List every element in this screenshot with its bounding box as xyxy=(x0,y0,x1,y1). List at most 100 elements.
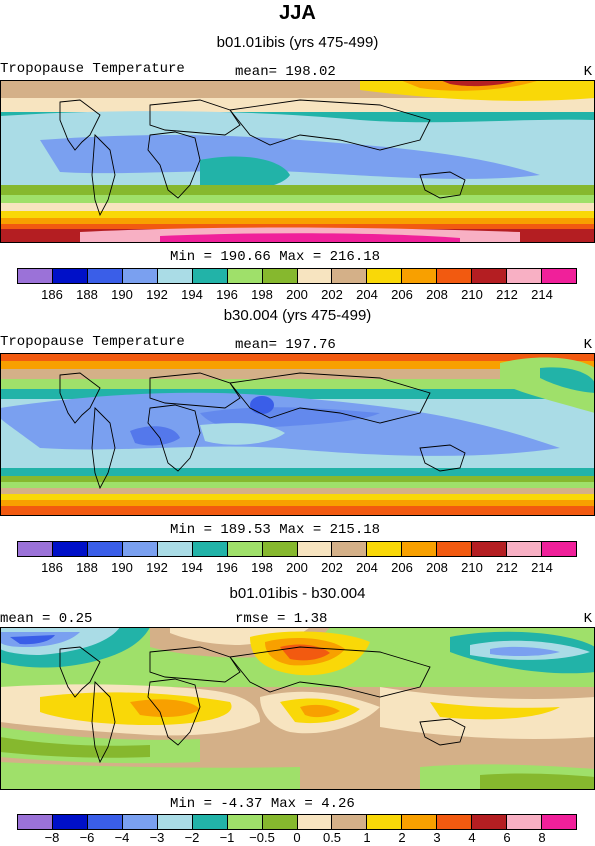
panel-3-map xyxy=(0,627,595,790)
panel-1-map xyxy=(0,80,595,243)
colorbar-tick-label: 188 xyxy=(76,560,98,575)
colorbar-swatch xyxy=(52,542,88,556)
colorbar-swatch xyxy=(87,815,123,829)
colorbar-swatch xyxy=(18,269,53,283)
colorbar-swatch xyxy=(157,269,193,283)
panel-1-minmax: Min = 190.66 Max = 216.18 xyxy=(170,249,381,265)
colorbar-tick-label: 188 xyxy=(76,287,98,302)
colorbar-tick-label: 2 xyxy=(398,830,406,845)
colorbar-tick-label: 208 xyxy=(426,287,448,302)
panel-1-colorbar-labels: 186 188 190 192 194 196 198 200 202 204 206 208 210 2… xyxy=(0,287,595,303)
colorbar-swatch xyxy=(507,542,543,556)
colorbar-swatch xyxy=(472,542,508,556)
colorbar-swatch xyxy=(52,269,88,283)
colorbar-tick-label: 186 xyxy=(41,560,63,575)
colorbar-swatch xyxy=(192,542,228,556)
colorbar-swatch xyxy=(437,269,473,283)
colorbar-tick-label: 186 xyxy=(41,287,63,302)
panel-2-field-label: Tropopause Temperature xyxy=(0,334,185,350)
colorbar-tick-label: 210 xyxy=(461,560,483,575)
colorbar-tick-label: 3 xyxy=(433,830,441,845)
colorbar-swatch xyxy=(262,269,298,283)
colorbar-swatch xyxy=(157,815,193,829)
colorbar-swatch xyxy=(402,815,438,829)
colorbar-swatch xyxy=(227,269,263,283)
colorbar-tick-label: 214 xyxy=(531,287,553,302)
colorbar-tick-label: −1 xyxy=(219,830,235,845)
colorbar-swatch xyxy=(52,815,88,829)
colorbar-tick-label: 6 xyxy=(503,830,511,845)
panel-3-mean-label: mean = 0.25 xyxy=(0,611,93,627)
panel-3-minmax: Min = -4.37 Max = 4.26 xyxy=(170,796,355,812)
colorbar-swatch xyxy=(472,269,508,283)
colorbar-swatch xyxy=(332,815,368,829)
panel-3-rmse-label: rmse = 1.38 xyxy=(235,611,328,627)
colorbar-tick-label: 204 xyxy=(356,287,378,302)
colorbar-tick-label: 208 xyxy=(426,560,448,575)
colorbar-swatch xyxy=(437,542,473,556)
colorbar-tick-label: 202 xyxy=(321,560,343,575)
colorbar-tick-label: 198 xyxy=(251,560,273,575)
colorbar-swatch xyxy=(18,815,53,829)
colorbar-tick-label: 1 xyxy=(363,830,371,845)
colorbar-tick-label: 214 xyxy=(531,560,553,575)
colorbar-swatch xyxy=(402,542,438,556)
colorbar-swatch xyxy=(18,542,53,556)
panel-2-units-label: K xyxy=(583,337,592,353)
colorbar-swatch xyxy=(542,542,576,556)
colorbar-tick-label: −2 xyxy=(184,830,200,845)
colorbar-swatch xyxy=(507,269,543,283)
colorbar-swatch xyxy=(507,815,543,829)
panel-2-colorbar-labels: 186 188 190 192 194 196 198 200 202 204 206 208 210 2… xyxy=(0,560,595,576)
colorbar-tick-label: 192 xyxy=(146,287,168,302)
colorbar-swatch xyxy=(367,542,403,556)
colorbar-tick-label: 200 xyxy=(286,560,308,575)
panel-1-field-label: Tropopause Temperature xyxy=(0,61,185,77)
colorbar-swatch xyxy=(122,815,158,829)
colorbar-tick-label: 4 xyxy=(468,830,476,845)
colorbar-tick-label: 198 xyxy=(251,287,273,302)
colorbar-swatch xyxy=(87,542,123,556)
colorbar-swatch xyxy=(297,542,333,556)
colorbar-swatch xyxy=(262,542,298,556)
colorbar-swatch xyxy=(122,542,158,556)
panel-3-colorbar xyxy=(17,814,577,830)
colorbar-tick-label: 0 xyxy=(293,830,301,845)
colorbar-tick-label: 194 xyxy=(181,287,203,302)
colorbar-swatch xyxy=(192,815,228,829)
panel-1-colorbar xyxy=(17,268,577,284)
colorbar-tick-label: 206 xyxy=(391,287,413,302)
colorbar-tick-label: 204 xyxy=(356,560,378,575)
colorbar-swatch xyxy=(122,269,158,283)
colorbar-tick-label: 196 xyxy=(216,560,238,575)
colorbar-swatch xyxy=(297,269,333,283)
colorbar-swatch xyxy=(367,269,403,283)
panel-3-title: b01.01ibis - b30.004 xyxy=(229,585,366,602)
colorbar-swatch xyxy=(157,542,193,556)
colorbar-tick-label: 192 xyxy=(146,560,168,575)
panel-2-title: b30.004 (yrs 475-499) xyxy=(223,307,372,324)
colorbar-tick-label: 212 xyxy=(496,287,518,302)
colorbar-swatch xyxy=(402,269,438,283)
colorbar-tick-label: 0.5 xyxy=(322,830,342,845)
page-title: JJA xyxy=(279,2,316,24)
colorbar-swatch xyxy=(297,815,333,829)
colorbar-swatch xyxy=(437,815,473,829)
panel-2-map xyxy=(0,353,595,516)
colorbar-tick-label: −8 xyxy=(44,830,60,845)
colorbar-swatch xyxy=(367,815,403,829)
panel-2-mean-label: mean= 197.76 xyxy=(235,337,336,353)
colorbar-tick-label: 202 xyxy=(321,287,343,302)
colorbar-tick-label: −4 xyxy=(114,830,130,845)
colorbar-tick-label: −6 xyxy=(79,830,95,845)
colorbar-tick-label: 194 xyxy=(181,560,203,575)
colorbar-swatch xyxy=(542,815,576,829)
colorbar-tick-label: 200 xyxy=(286,287,308,302)
colorbar-swatch xyxy=(227,542,263,556)
colorbar-tick-label: −3 xyxy=(149,830,165,845)
colorbar-tick-label: 212 xyxy=(496,560,518,575)
colorbar-tick-label: 206 xyxy=(391,560,413,575)
colorbar-swatch xyxy=(87,269,123,283)
colorbar-tick-label: 196 xyxy=(216,287,238,302)
colorbar-swatch xyxy=(332,542,368,556)
